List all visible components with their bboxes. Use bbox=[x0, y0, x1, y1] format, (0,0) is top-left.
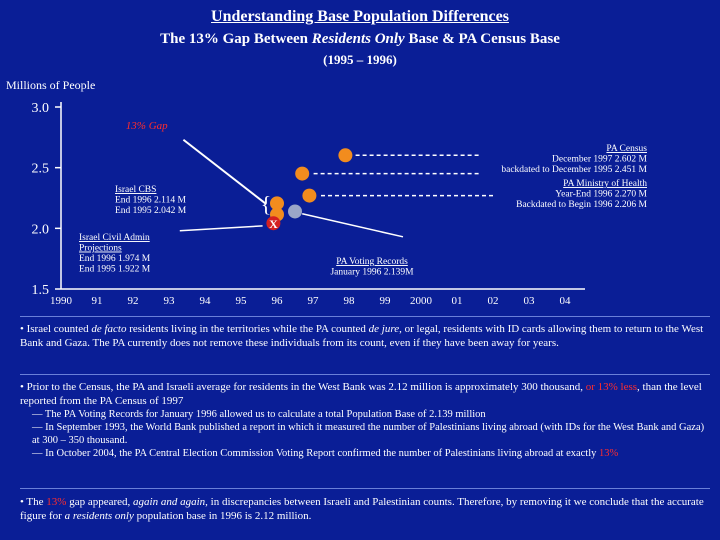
gap-arrow bbox=[182, 138, 267, 205]
bullet-2: • Prior to the Census, the PA and Israel… bbox=[20, 380, 710, 460]
bullet-marker: • bbox=[20, 323, 24, 335]
annotation-text: Projections bbox=[79, 244, 122, 254]
sub-bullet-3: — In October 2004, the PA Central Electi… bbox=[20, 447, 710, 460]
data-point bbox=[288, 204, 302, 219]
annotation-text: PA Voting Records bbox=[336, 257, 408, 267]
annotation-text: January 1996 2.139M bbox=[330, 268, 414, 278]
annotation-text: Israel Civil Admin bbox=[79, 233, 150, 243]
bullet-1: • Israel counted de facto residents livi… bbox=[20, 322, 710, 350]
data-point bbox=[338, 148, 353, 163]
bullet-3: • The 13% gap appeared, again and again,… bbox=[20, 495, 710, 523]
bullet-emphasis: de jure bbox=[368, 323, 400, 335]
sub-bullet-2: — In September 1993, the World Bank publ… bbox=[20, 421, 710, 447]
annotation-text: Backdated to Begin 1996 2.206 M bbox=[516, 200, 647, 210]
data-point bbox=[302, 188, 317, 203]
subtitle-part: Base & PA Census Base bbox=[404, 31, 560, 47]
subtitle-part: The 13% Gap Between bbox=[160, 31, 312, 47]
x-tick-label: 94 bbox=[200, 295, 212, 307]
x-tick-label: 1990 bbox=[50, 295, 73, 307]
bullet-marker: • bbox=[20, 496, 24, 508]
sub-text: In September 1993, the World Bank publis… bbox=[32, 422, 705, 446]
divider bbox=[20, 316, 710, 317]
y-axis-label: Millions of People bbox=[6, 78, 96, 92]
x-tick-label: 96 bbox=[272, 295, 284, 307]
x-tick-label: 97 bbox=[308, 295, 320, 307]
bullet-text: , or legal, residents with ID cards allo… bbox=[20, 323, 704, 349]
data-point bbox=[266, 216, 281, 231]
x-tick-label: 03 bbox=[524, 295, 536, 307]
bullet-text: population base in 1996 is 2.12 million. bbox=[133, 510, 312, 522]
y-tick-label: 3.0 bbox=[32, 101, 50, 116]
bullet-text: Israel counted bbox=[23, 323, 92, 335]
annotation-text: December 1997 2.602 M bbox=[552, 155, 648, 165]
gap-label: 13% Gap bbox=[126, 120, 168, 132]
x-marker: X bbox=[269, 217, 278, 231]
x-tick-label: 93 bbox=[164, 295, 176, 307]
y-tick-label: 1.5 bbox=[32, 283, 50, 298]
sub-bullet-1: — The PA Voting Records for January 1996… bbox=[20, 408, 710, 421]
x-tick-label: 2000 bbox=[410, 295, 433, 307]
pointer-line bbox=[179, 225, 263, 232]
annotation-text: End 1995 1.922 M bbox=[79, 265, 151, 275]
x-tick-label: 01 bbox=[452, 295, 463, 307]
x-tick-label: 91 bbox=[92, 295, 103, 307]
annotation-text: Israel CBS bbox=[115, 185, 156, 195]
sub-text: In October 2004, the PA Central Election… bbox=[42, 448, 600, 459]
chart-subtitle: The 13% Gap Between Residents Only Base … bbox=[0, 31, 720, 48]
chart-title: Understanding Base Population Difference… bbox=[211, 8, 509, 25]
bullet-text: , in discrepancies between Israeli and P… bbox=[20, 496, 704, 522]
x-tick-label: 92 bbox=[128, 295, 139, 307]
bullet-text: The bbox=[23, 496, 47, 508]
annotation-text: PA Ministry of Health bbox=[563, 178, 647, 189]
bullet-emphasis: a residents only bbox=[64, 510, 134, 522]
annotation-text: backdated to December 1995 2.451 M bbox=[501, 165, 647, 175]
data-point bbox=[270, 196, 284, 211]
divider bbox=[20, 374, 710, 375]
x-tick-label: 95 bbox=[236, 295, 248, 307]
sub-text: The PA Voting Records for January 1996 a… bbox=[42, 409, 486, 420]
x-tick-label: 02 bbox=[488, 295, 499, 307]
bullet-highlight: or 13% less bbox=[585, 381, 638, 393]
sub-highlight: 13% bbox=[599, 448, 619, 459]
bullet-text: Prior to the Census, the PA and Israeli … bbox=[23, 381, 586, 393]
y-tick-label: 2.0 bbox=[32, 222, 50, 237]
bullet-text: gap appeared, bbox=[66, 496, 134, 508]
bullet-highlight: 13% bbox=[46, 496, 67, 508]
annotation-text: Year-End 1996 2.270 M bbox=[555, 190, 647, 200]
x-tick-label: 04 bbox=[560, 295, 572, 307]
brace: { bbox=[261, 191, 272, 216]
chart-years: (1995 – 1996) bbox=[323, 52, 397, 67]
data-point bbox=[295, 166, 310, 181]
bullet-text: residents living in the territories whil… bbox=[126, 323, 369, 335]
x-tick-label: 99 bbox=[380, 295, 392, 307]
annotation-text: PA Census bbox=[606, 144, 647, 154]
subtitle-emphasis: Residents Only bbox=[311, 31, 405, 47]
annotation-text: End 1996 2.114 M bbox=[115, 196, 186, 206]
y-tick-label: 2.5 bbox=[32, 162, 50, 177]
sub-dash: — bbox=[32, 422, 43, 433]
bullet-marker: • bbox=[20, 381, 24, 393]
bullet-emphasis: de facto bbox=[91, 323, 127, 335]
annotation-text: End 1995 2.042 M bbox=[115, 206, 187, 216]
x-tick-label: 98 bbox=[344, 295, 356, 307]
sub-dash: — bbox=[32, 409, 43, 420]
bullet-text: , than the level reported from the PA Ce… bbox=[20, 381, 702, 407]
divider bbox=[20, 488, 710, 489]
bullet-emphasis: again and again bbox=[133, 496, 206, 508]
pointer-line bbox=[302, 213, 404, 238]
sub-dash: — bbox=[32, 448, 43, 459]
annotation-text: End 1996 1.974 M bbox=[79, 254, 151, 264]
